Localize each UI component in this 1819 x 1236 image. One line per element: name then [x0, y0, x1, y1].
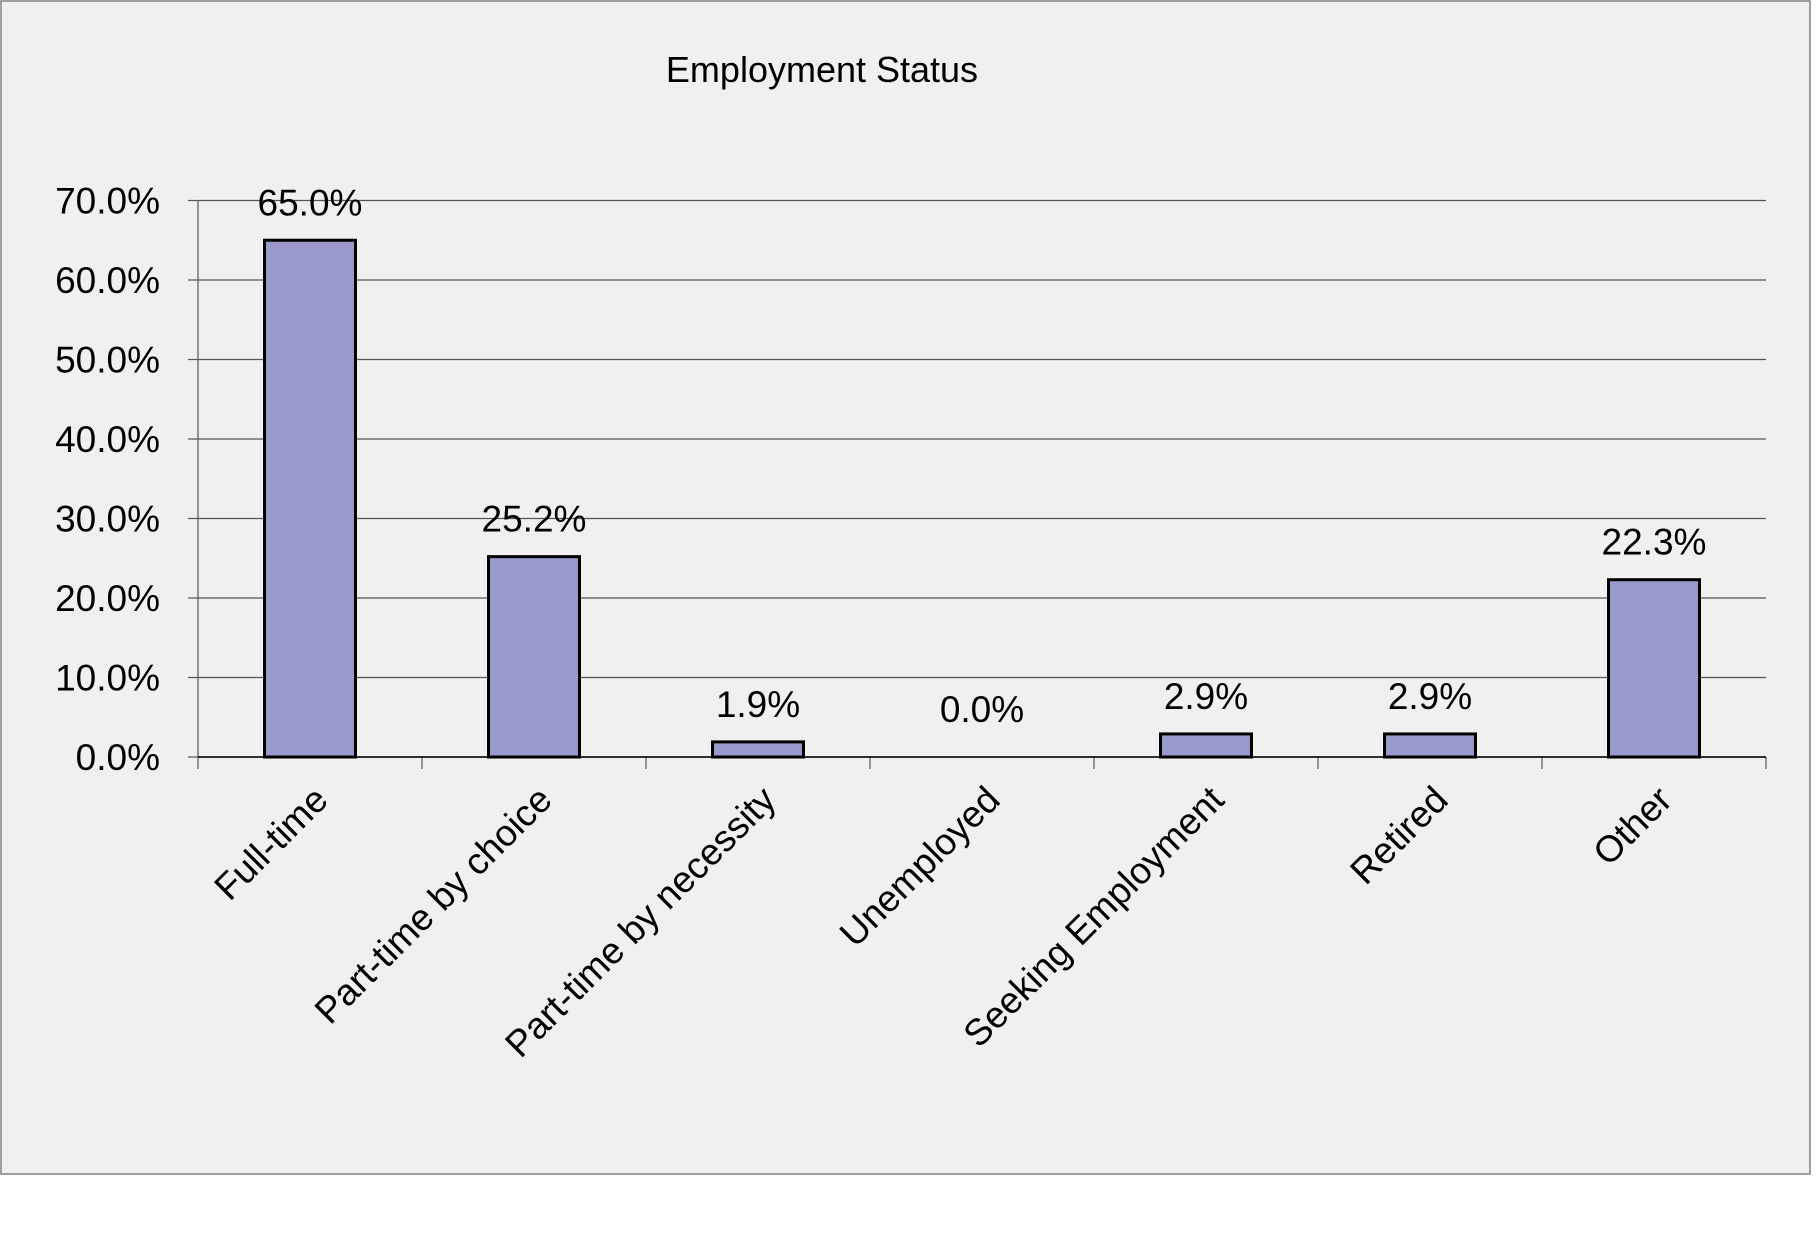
- y-tick-label: 50.0%: [55, 340, 160, 381]
- bar: [711, 740, 805, 759]
- y-tick-label: 70.0%: [55, 181, 160, 222]
- y-tick-label: 40.0%: [55, 419, 160, 460]
- data-label: 2.9%: [1388, 676, 1472, 717]
- y-tick-label: 10.0%: [55, 658, 160, 699]
- data-label: 1.9%: [716, 684, 800, 725]
- data-label: 0.0%: [940, 689, 1024, 730]
- bar: [1607, 578, 1701, 759]
- chart-title: Employment Status: [666, 49, 978, 90]
- y-tick-label: 60.0%: [55, 260, 160, 301]
- y-tick-label: 30.0%: [55, 499, 160, 540]
- data-label: 2.9%: [1164, 676, 1248, 717]
- bar: [263, 238, 357, 759]
- y-tick-label: 0.0%: [76, 737, 160, 778]
- y-tick-label: 20.0%: [55, 578, 160, 619]
- data-label: 22.3%: [1602, 522, 1707, 563]
- bar: [1159, 732, 1253, 759]
- bar: [487, 555, 581, 759]
- bar: [1383, 732, 1477, 759]
- data-label: 65.0%: [258, 182, 363, 223]
- data-label: 25.2%: [482, 499, 587, 540]
